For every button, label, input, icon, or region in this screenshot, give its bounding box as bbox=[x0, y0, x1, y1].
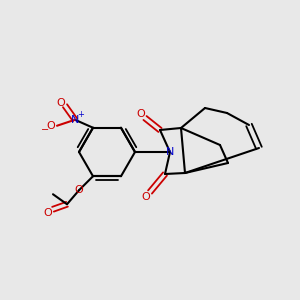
Text: O: O bbox=[44, 208, 52, 218]
Text: O: O bbox=[136, 109, 146, 119]
Text: O: O bbox=[142, 192, 150, 202]
Text: O: O bbox=[75, 185, 83, 195]
Text: N: N bbox=[166, 147, 174, 157]
Text: O: O bbox=[57, 98, 65, 108]
Text: N: N bbox=[71, 115, 79, 125]
Text: −: − bbox=[41, 125, 49, 135]
Text: O: O bbox=[46, 121, 56, 131]
Text: +: + bbox=[78, 110, 84, 119]
